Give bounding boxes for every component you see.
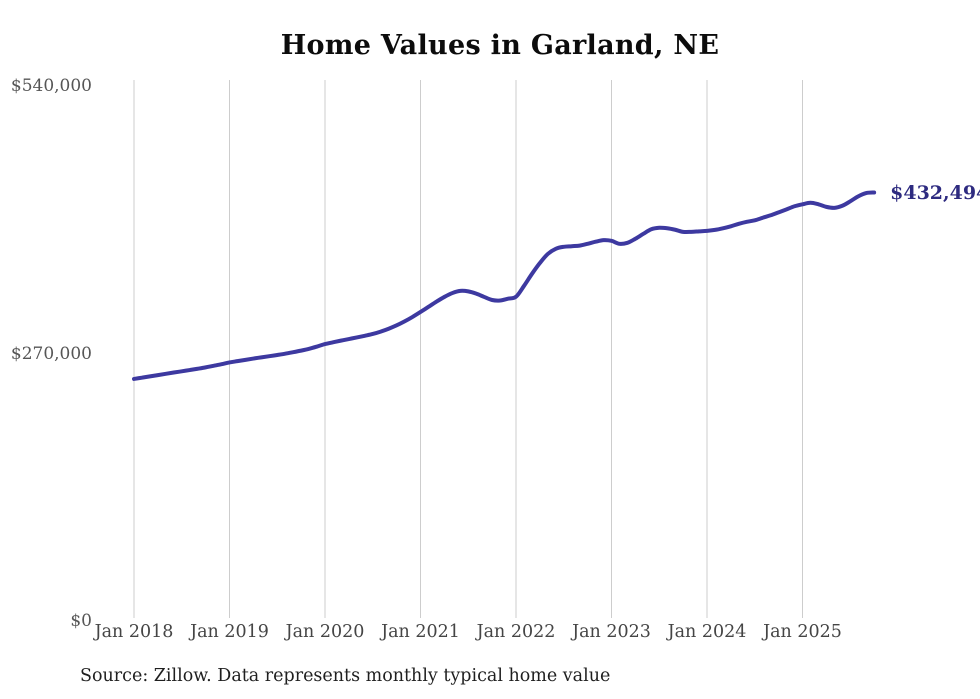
chart-title: Home Values in Garland, NE	[280, 30, 720, 61]
x-axis-tick-label: Jan 2023	[572, 622, 651, 642]
y-axis-tick-label: $0	[70, 611, 92, 631]
x-axis-tick-label: Jan 2025	[763, 622, 842, 642]
y-axis-tick-label: $270,000	[10, 343, 92, 364]
x-axis-tick-label: Jan 2024	[667, 622, 747, 642]
gridlines	[133, 80, 803, 618]
x-axis-tick-label: Jan 2021	[381, 622, 460, 642]
latest-value-label: $432,494	[890, 181, 980, 204]
source-note: Source: Zillow. Data represents monthly …	[80, 666, 611, 686]
home-value-line	[132, 190, 877, 381]
x-axis-tick-label: Jan 2022	[476, 622, 556, 642]
x-axis-tick-label: Jan 2018	[94, 622, 174, 642]
y-axis-tick-label: $540,000	[10, 76, 92, 96]
x-axis-tick-label: Jan 2019	[190, 622, 269, 642]
x-axis-tick-label: Jan 2020	[285, 622, 365, 642]
